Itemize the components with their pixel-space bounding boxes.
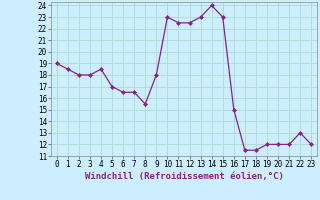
X-axis label: Windchill (Refroidissement éolien,°C): Windchill (Refroidissement éolien,°C) bbox=[84, 172, 284, 181]
